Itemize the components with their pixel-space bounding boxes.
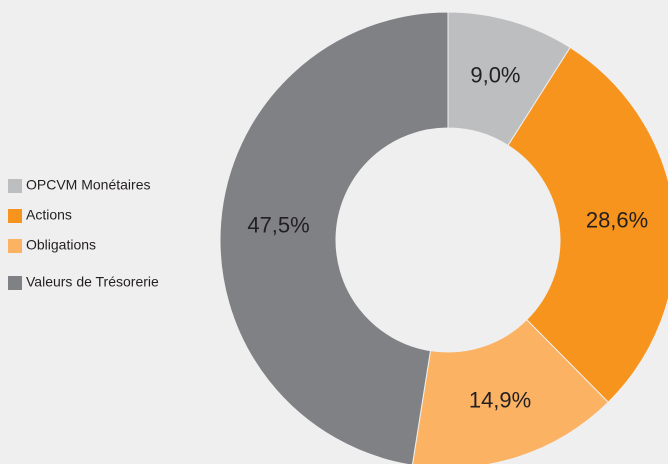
- donut-slice: [507, 46, 668, 403]
- legend-swatch: [8, 179, 22, 193]
- donut-slice: [219, 11, 449, 464]
- legend-swatch: [8, 276, 22, 290]
- value-label: 47,5%: [247, 212, 309, 237]
- legend-swatch: [8, 209, 22, 223]
- legend-label: Valeurs de Trésorerie: [26, 274, 159, 290]
- legend-label: Obligations: [26, 237, 96, 253]
- legend-swatch: [8, 239, 22, 253]
- donut-slice: [412, 318, 609, 464]
- legend-label: OPCVM Monétaires: [26, 177, 150, 193]
- value-label: 14,9%: [469, 388, 531, 413]
- value-label: 28,6%: [586, 208, 648, 233]
- legend-label: Actions: [26, 207, 72, 223]
- value-label: 9,0%: [470, 63, 520, 88]
